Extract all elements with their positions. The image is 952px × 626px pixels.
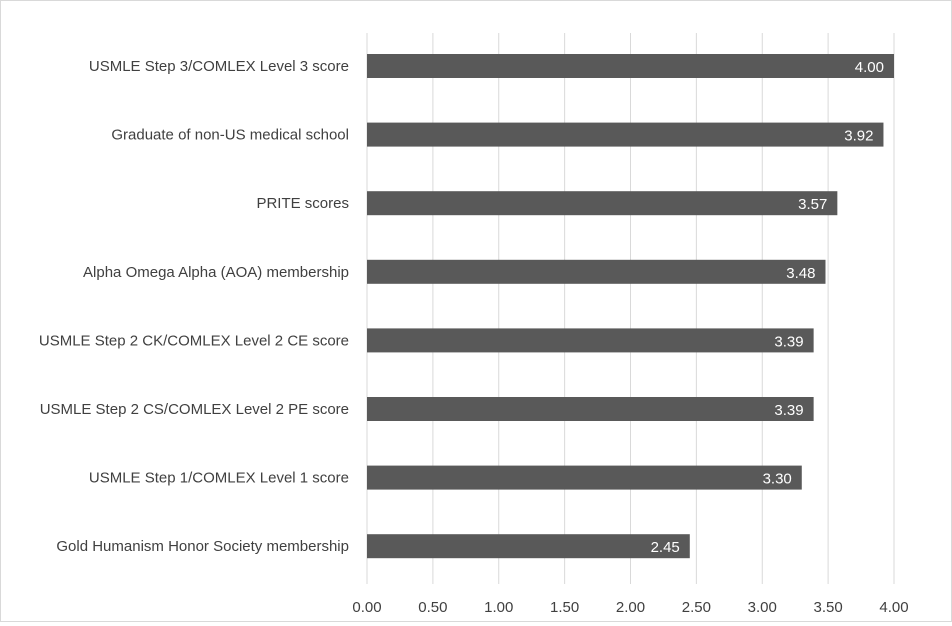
x-tick-label: 0.00 <box>352 599 381 616</box>
bar <box>367 534 690 559</box>
x-tick-label: 3.00 <box>748 599 777 616</box>
bar <box>367 259 826 284</box>
category-label: USMLE Step 3/COMLEX Level 3 score <box>89 58 349 75</box>
category-labels: USMLE Step 3/COMLEX Level 3 score Graduat… <box>39 58 349 555</box>
category-label: PRITE scores <box>256 195 349 212</box>
bar <box>367 54 894 78</box>
x-tick-label: 2.50 <box>682 599 711 616</box>
bar <box>367 328 814 353</box>
data-label: 3.48 <box>786 265 815 282</box>
data-label: 3.92 <box>844 128 873 145</box>
x-tick-label: 3.50 <box>814 599 843 616</box>
category-label: USMLE Step 1/COMLEX Level 1 score <box>89 470 349 487</box>
data-label: 3.39 <box>774 333 803 350</box>
bar <box>367 191 838 216</box>
bars <box>367 54 894 559</box>
data-label: 3.39 <box>774 402 803 419</box>
x-tick-label: 0.50 <box>418 599 447 616</box>
bar <box>367 122 884 147</box>
x-tick-label: 2.00 <box>616 599 645 616</box>
category-label: USMLE Step 2 CS/COMLEX Level 2 PE score <box>40 401 349 418</box>
gridlines <box>366 33 895 584</box>
category-label: Alpha Omega Alpha (AOA) membership <box>83 264 349 281</box>
data-label: 3.30 <box>763 471 792 488</box>
data-label: 2.45 <box>651 539 680 556</box>
bar <box>367 397 814 421</box>
category-label: Graduate of non-US medical school <box>111 127 349 144</box>
category-label: USMLE Step 2 CK/COMLEX Level 2 CE score <box>39 332 349 349</box>
category-label: Gold Humanism Honor Society membership <box>56 538 349 555</box>
x-tick-label: 1.50 <box>550 599 579 616</box>
data-label: 4.00 <box>855 59 884 76</box>
x-tick-label: 4.00 <box>879 599 908 616</box>
x-axis-tick-labels: 0.00 0.50 1.00 1.50 2.00 2.50 3.00 3.50 4.00 <box>352 599 908 616</box>
data-label: 3.57 <box>798 196 827 213</box>
x-tick-label: 1.00 <box>484 599 513 616</box>
data-labels: 4.00 3.92 3.57 3.48 3.39 3.39 3.30 2.45 <box>651 59 884 556</box>
bar <box>367 465 802 490</box>
